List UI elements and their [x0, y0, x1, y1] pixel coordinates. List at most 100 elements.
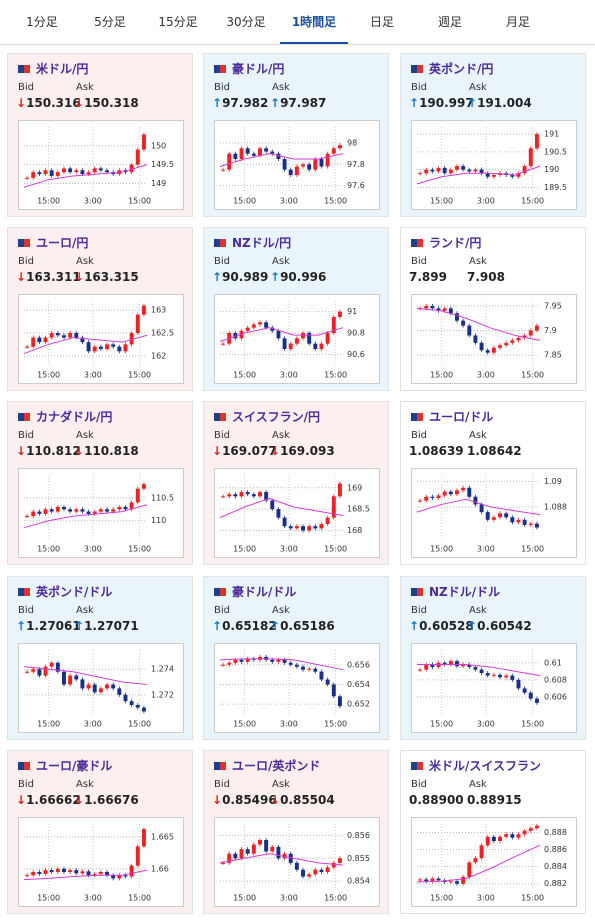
currency-card[interactable]: ユーロ/ドル Bid Ask 1.08639 1.08642 1.088 1.09 15:00… — [400, 401, 586, 565]
candle — [534, 325, 539, 331]
direction-arrow: ↑ — [212, 270, 223, 284]
x-tick-label: 15:00 — [233, 197, 256, 206]
mini-chart: 1.66 1.665 15:00 3:00 15:00 — [18, 817, 184, 907]
mini-chart: 0.652 0.654 0.656 15:00 3:00 15:00 — [214, 643, 380, 733]
ask-price: 110.818 — [84, 444, 139, 458]
y-tick-label: 191 — [544, 130, 559, 139]
moving-average — [416, 165, 541, 185]
direction-arrow: ↑ — [16, 619, 27, 633]
candle — [245, 327, 250, 331]
candle — [455, 313, 459, 321]
currency-card[interactable]: スイスフラン/円 Bid Ask ↓169.077 ↓169.093 168 168.5 16… — [203, 401, 389, 565]
flag-icon — [18, 588, 30, 596]
candle — [31, 172, 36, 178]
x-tick-label: 3:00 — [280, 545, 298, 554]
candle — [92, 684, 97, 693]
candle — [491, 836, 496, 842]
pair-name: 豪ドル/ドル — [214, 583, 296, 600]
candle — [319, 524, 324, 529]
candle — [491, 517, 496, 520]
tab[interactable]: 週足 — [437, 15, 462, 29]
candle — [258, 322, 262, 325]
currency-card[interactable]: 米ドル/円 Bid Ask ↓150.316 ↓150.318 149 149.5 150 15… — [7, 53, 193, 217]
candle — [534, 523, 539, 528]
candle — [37, 872, 42, 874]
currency-card[interactable]: 豪ドル/ドル Bid Ask ↑0.65182 ↑0.65186 0.652 0.654 0.… — [203, 576, 389, 740]
flag-icon — [18, 239, 30, 247]
x-tick-label: 15:00 — [430, 720, 453, 729]
currency-card[interactable]: 英ポンド/ドル Bid Ask ↑1.27061 ↑1.27071 1.272 1.274 1… — [7, 576, 193, 740]
y-tick-label: 0.884 — [544, 862, 567, 871]
x-tick-label: 3:00 — [280, 720, 298, 729]
candle — [528, 330, 533, 336]
x-tick-label: 15:00 — [430, 894, 453, 903]
bid-price: 1.27061 — [26, 619, 81, 633]
candle — [25, 346, 30, 348]
mini-chart: 0.882 0.884 0.886 0.888 15:00 3:00 15:00 — [411, 817, 577, 907]
y-tick-label: 190.5 — [544, 147, 567, 156]
tab[interactable]: 15分足 — [158, 15, 198, 29]
direction-arrow: ↑ — [409, 96, 420, 110]
candle — [129, 865, 134, 877]
currency-card[interactable]: 英ポンド/円 Bid Ask ↑190.997 ↑191.004 189.5 190 190.… — [400, 53, 586, 217]
pair-label: カナダドル/円 — [36, 410, 113, 424]
currency-card[interactable]: ユーロ/豪ドル Bid Ask ↓1.66662 ↓1.66676 1.66 1.665 15… — [7, 750, 193, 914]
candle — [418, 669, 423, 671]
pair-name: ユーロ/豪ドル — [18, 757, 112, 774]
candle — [485, 836, 490, 846]
candle — [424, 879, 429, 882]
currency-card[interactable]: 豪ドル/円 Bid Ask ↑97.982 ↑97.987 97.6 97.8 98 15:00… — [203, 53, 389, 217]
bid-label: Bid — [411, 779, 427, 790]
tab[interactable]: 1時間足 — [280, 0, 348, 44]
tab[interactable]: 30分足 — [226, 15, 266, 29]
candle — [479, 845, 484, 859]
direction-arrow: ↓ — [74, 793, 85, 807]
currency-card[interactable]: ユーロ/円 Bid Ask ↓163.311 ↓163.315 162 162.5 163 15… — [7, 227, 193, 391]
candle — [92, 511, 97, 514]
candle — [319, 159, 324, 167]
moving-average — [219, 853, 344, 866]
currency-card[interactable]: ユーロ/英ポンド Bid Ask ↓0.85496 ↓0.85504 0.854 0.855… — [203, 750, 389, 914]
tab[interactable]: 1分足 — [26, 15, 58, 29]
x-tick-label: 15:00 — [128, 720, 151, 729]
candle — [117, 346, 122, 352]
candle — [473, 496, 478, 505]
y-tick-label: 0.854 — [347, 877, 370, 886]
candle — [498, 674, 502, 678]
pair-name: 英ポンド/円 — [411, 60, 493, 77]
currency-card[interactable]: NZドル/円 Bid Ask ↑90.989 ↑90.996 90.6 90.8 91 15:0… — [203, 227, 389, 391]
candle — [80, 170, 85, 175]
currency-card[interactable]: ランド/円 Bid Ask 7.899 7.908 7.85 7.9 7.95 15:00 3:0… — [400, 227, 586, 391]
candle — [251, 153, 256, 156]
y-tick-label: 0.654 — [347, 680, 370, 689]
y-tick-label: 189.5 — [544, 183, 567, 192]
currency-card[interactable]: NZドル/ドル Bid Ask ↑0.60528 ↑0.60542 0.606 0.608 0… — [400, 576, 586, 740]
ask-label: Ask — [76, 779, 94, 790]
direction-arrow: ↓ — [16, 96, 27, 110]
pair-label: ユーロ/円 — [36, 236, 89, 250]
candle — [534, 825, 539, 829]
currency-card[interactable]: カナダドル/円 Bid Ask ↓110.812 ↓110.818 110 110.5 15:… — [7, 401, 193, 565]
direction-arrow: ↓ — [74, 444, 85, 458]
tab[interactable]: 日足 — [369, 15, 394, 29]
x-tick-label: 15:00 — [37, 371, 60, 380]
x-tick-label: 15:00 — [521, 197, 544, 206]
ask-label: Ask — [272, 430, 290, 441]
candle — [49, 509, 54, 512]
pair-name: カナダドル/円 — [18, 408, 112, 425]
candle — [68, 870, 73, 872]
candle — [491, 674, 496, 676]
candle — [239, 330, 244, 339]
pair-label: 英ポンド/ドル — [36, 585, 113, 599]
candle — [227, 853, 232, 863]
currency-card[interactable]: 米ドル/スイスフラン Bid Ask 0.88900 0.88915 0.882 0.884… — [400, 750, 586, 914]
candle — [239, 148, 244, 159]
tab[interactable]: 5分足 — [94, 15, 126, 29]
moving-average — [23, 869, 148, 881]
tab[interactable]: 月足 — [505, 15, 530, 29]
candle — [55, 868, 60, 872]
candle — [264, 148, 269, 152]
bid-price: 110.812 — [26, 444, 81, 458]
candle — [528, 523, 533, 525]
